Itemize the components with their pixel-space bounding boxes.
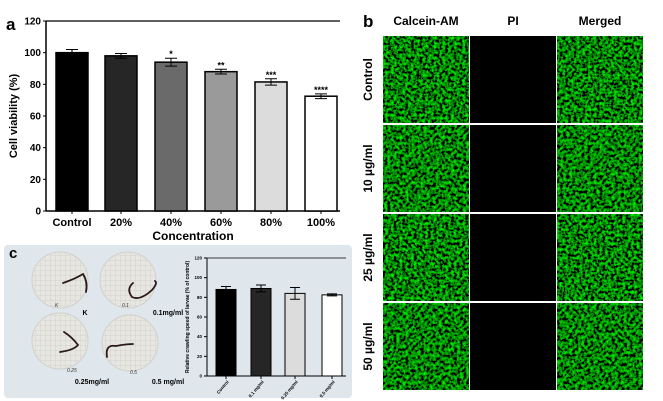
bar [284, 292, 306, 377]
larva [62, 272, 88, 293]
dish: 0.25 0.25mg/ml [31, 312, 109, 386]
dish-mark: 0.25 [67, 368, 77, 374]
dish-grid [101, 253, 155, 307]
error-bar [315, 93, 327, 100]
dish-mark: 0.1 [122, 303, 129, 309]
bar [304, 95, 338, 212]
merged-image [557, 36, 643, 123]
dish-label: 0.5 mg/ml [152, 379, 184, 386]
dish-label: 0.25mg/ml [75, 379, 109, 386]
y-tick-label: 40 [197, 334, 203, 339]
larvae-dishes: KK0.10.1mg/ml0.250.25mg/ml0.50.5 mg/ml [31, 251, 184, 386]
x-tick-label: 100% [307, 217, 335, 229]
error-bar [256, 284, 266, 293]
x-tick-label: 60% [210, 217, 232, 229]
microscopy-grid: Calcein-AM PI Merged Control 10 µg/ml 25 µg/m… [361, 14, 643, 390]
x-tick-label: 40% [160, 217, 182, 229]
column-header: Calcein-AM [393, 14, 458, 28]
y-tick-label: 20 [30, 175, 42, 186]
y-tick-label: 120 [24, 17, 41, 28]
pi-image [470, 214, 556, 301]
row-label: 10 µg/ml [361, 144, 375, 192]
pi-image [470, 125, 556, 212]
chart-a: 0 20 40 60 80 100 120 Control 20% * 40% ** 60% *** 80%… [8, 17, 340, 243]
error-bar [265, 78, 277, 86]
dish-mark: 0.5 [130, 370, 137, 376]
x-tick-label: Control [52, 217, 91, 229]
pi-image [470, 36, 556, 123]
dish-label: 0.1mg/ml [153, 310, 183, 317]
dish: 0.5 0.5 mg/ml [101, 314, 184, 386]
merged-image [557, 214, 643, 301]
dish-grid [33, 314, 87, 368]
error-bar [327, 293, 337, 297]
error-bar [66, 49, 78, 57]
dish-grid [103, 316, 157, 370]
error-bar [290, 287, 300, 300]
y-tick-label: 80 [30, 80, 42, 91]
bar [250, 287, 272, 377]
pi-image [470, 303, 556, 390]
dish-mark: K [55, 303, 59, 309]
bar [55, 51, 89, 212]
y-tick-label: 100 [24, 48, 41, 59]
dish: KK [31, 251, 89, 317]
dish-grid [33, 253, 87, 307]
column-header: PI [507, 14, 518, 28]
y-tick-label: 80 [197, 295, 203, 300]
bar [204, 70, 238, 212]
significance-mark: **** [314, 85, 329, 95]
y-tick-label: 60 [197, 315, 203, 320]
bar [104, 55, 138, 212]
significance-mark: *** [266, 70, 277, 80]
y-tick-label: 20 [197, 354, 203, 359]
panel-a-label: a [6, 15, 16, 34]
calcein-am-image [383, 125, 469, 212]
merged-image [557, 303, 643, 390]
row-label: 25 µg/ml [361, 233, 375, 281]
y-axis-label: Relative crawling speed of larvae (% of … [185, 261, 191, 374]
y-axis-label: Cell viability (%) [8, 73, 20, 158]
y-tick-label: 100 [194, 275, 202, 280]
significance-mark: ** [217, 60, 225, 70]
bar [321, 294, 343, 377]
error-bar [165, 57, 177, 67]
larva [128, 280, 157, 299]
row-label: 50 µg/ml [361, 322, 375, 370]
y-tick-label: 0 [199, 374, 202, 379]
error-bar [221, 286, 231, 293]
bar [254, 81, 288, 212]
x-tick-label: 80% [260, 217, 282, 229]
row-label: Control [361, 58, 375, 101]
error-bar [115, 52, 127, 59]
calcein-am-image [383, 303, 469, 390]
bar [215, 288, 237, 377]
y-tick-label: 60 [30, 112, 42, 123]
larva [59, 331, 80, 353]
significance-mark: * [169, 49, 173, 59]
dish: 0.1 0.1mg/ml [99, 251, 183, 317]
bar [154, 61, 188, 212]
y-tick-label: 0 [35, 207, 41, 218]
panel-b-label: b [363, 12, 373, 31]
dish-label: K [82, 310, 87, 317]
larva [105, 343, 134, 358]
x-tick-label: 20% [110, 217, 132, 229]
calcein-am-image [383, 36, 469, 123]
y-tick-label: 120 [194, 256, 202, 261]
panel-c-label: c [9, 245, 17, 262]
error-bar [215, 68, 227, 75]
merged-image [557, 125, 643, 212]
calcein-am-image [383, 214, 469, 301]
column-header: Merged [579, 14, 622, 28]
y-tick-label: 40 [30, 143, 42, 154]
x-axis-label: Concentration [152, 229, 233, 243]
